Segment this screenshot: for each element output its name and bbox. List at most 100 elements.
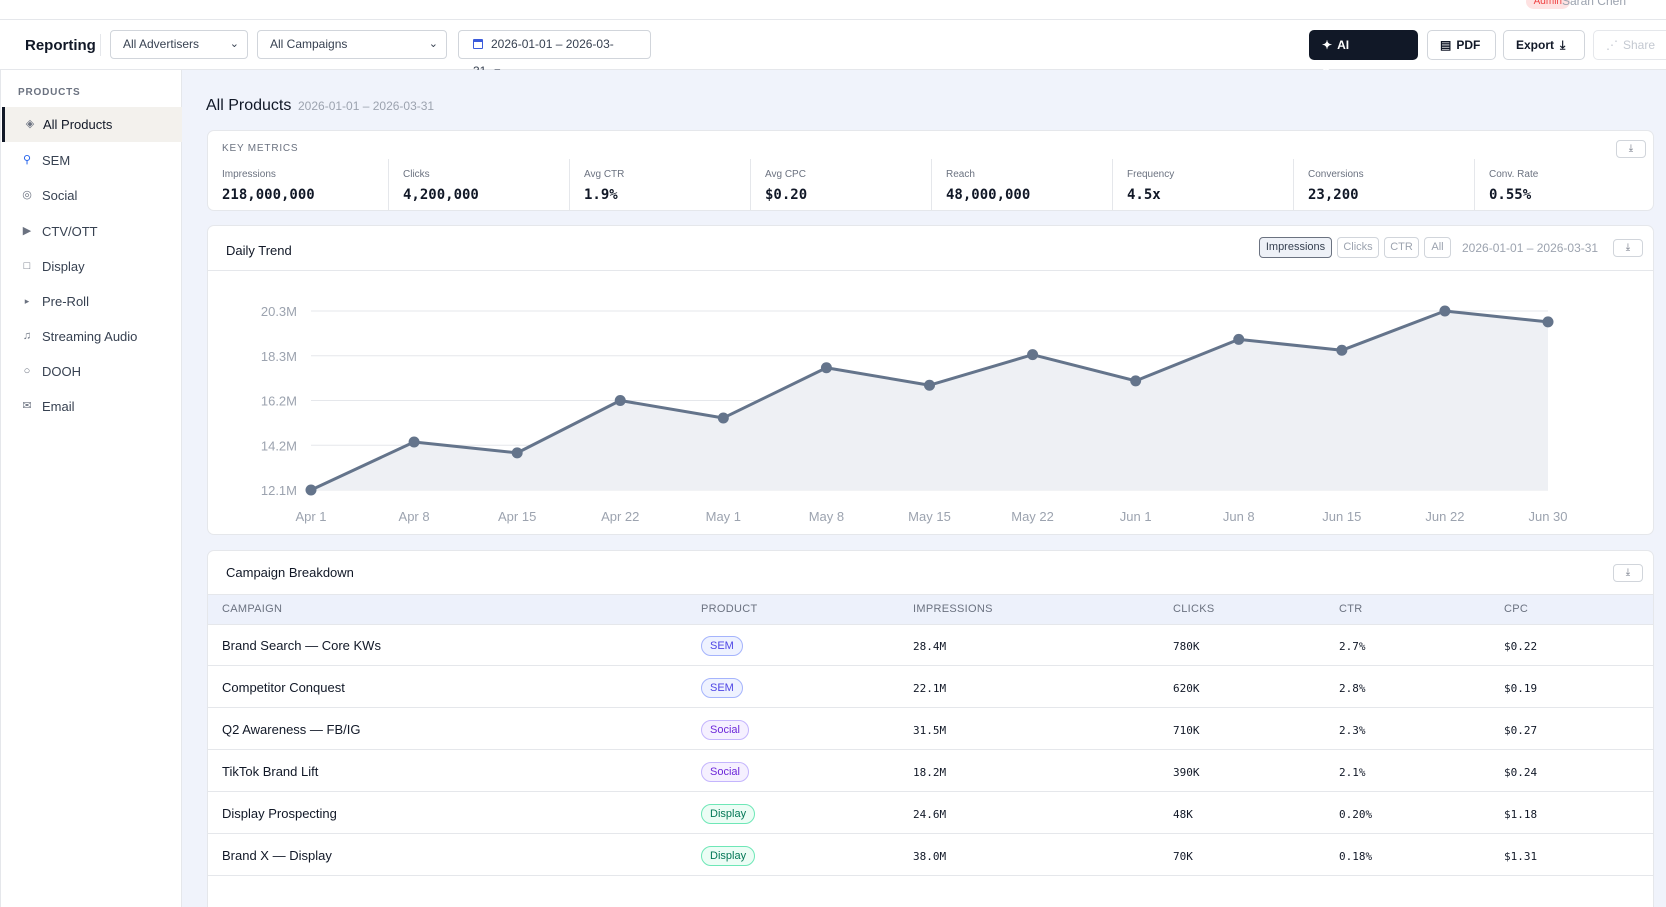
download-trend-button[interactable]: ⤓: [1613, 239, 1643, 257]
download-metrics-button[interactable]: ⤓: [1616, 140, 1646, 158]
column-header-clicks[interactable]: CLICKS: [1173, 603, 1215, 615]
metric-avg-cpc: Avg CPC $0.20: [751, 159, 932, 211]
x-tick-label: Jun 22: [1425, 509, 1464, 524]
sidebar-item-email[interactable]: ✉ Email: [2, 389, 182, 424]
download-icon: ⤓: [1628, 143, 1634, 154]
cell-campaign: Q2 Awareness — FB/IG: [222, 722, 361, 737]
series-area: [311, 311, 1548, 490]
sidebar-item-pre-roll[interactable]: ▸ Pre-Roll: [2, 284, 182, 319]
role-badge: Admin: [1525, 0, 1570, 9]
x-tick-label: May 1: [706, 509, 741, 524]
advertiser-select-value: All Advertisers: [123, 37, 200, 51]
table-row[interactable]: TikTok Brand Lift 18.2M 390K 2.1% $0.24 Socia…: [208, 752, 1653, 792]
download-icon: ⤓: [1560, 38, 1566, 52]
cell-impressions: 28.4M: [913, 640, 947, 653]
x-tick-label: May 8: [809, 509, 844, 524]
metric-value: 0.55%: [1489, 187, 1532, 203]
display-icon: □: [23, 260, 31, 272]
sidebar-item-all-products[interactable]: ◈ All Products: [2, 107, 182, 142]
calendar-icon: [473, 39, 483, 49]
chevron-down-icon: ⌄: [229, 38, 239, 50]
metric-value: 48,000,000: [946, 187, 1031, 203]
table-row[interactable]: Brand Search — Core KWs 28.4M 780K 2.7% $0.2…: [208, 626, 1653, 666]
column-header-ctr[interactable]: CTR: [1339, 603, 1363, 615]
data-point: [717, 412, 729, 424]
toggle-all[interactable]: All: [1424, 237, 1451, 258]
metric-avg-ctr: Avg CTR 1.9%: [570, 159, 751, 211]
sidebar-item-streaming-audio[interactable]: ♫ Streaming Audio: [2, 319, 182, 354]
y-tick-label: 20.3M: [261, 304, 297, 319]
sidebar-item-ctv-ott[interactable]: ▶ CTV/OTT: [2, 214, 182, 249]
cell-cpc: $1.31: [1504, 850, 1538, 863]
cell-clicks: 70K: [1173, 850, 1193, 863]
toggle-clicks[interactable]: Clicks: [1337, 237, 1379, 258]
sidebar-item-label: CTV/OTT: [42, 224, 98, 239]
export-label: Export: [1516, 38, 1555, 52]
x-tick-label: May 22: [1011, 509, 1054, 524]
download-icon: ⤓: [1625, 567, 1631, 578]
share-button[interactable]: ⋰ Share: [1593, 30, 1666, 60]
cell-ctr: 2.7%: [1339, 640, 1366, 653]
data-point: [1233, 333, 1245, 345]
share-label: Share: [1623, 38, 1656, 52]
cell-ctr: 0.20%: [1339, 808, 1373, 821]
data-point: [511, 447, 523, 459]
sidebar-item-sem[interactable]: ⚲ SEM: [2, 143, 182, 178]
cell-clicks: 48K: [1173, 808, 1193, 821]
table-row[interactable]: Brand X — Display 38.0M 70K 0.18% $1.31 Displ…: [208, 836, 1653, 876]
download-icon: ⤓: [1625, 242, 1631, 253]
sidebar-item-display[interactable]: □ Display: [2, 249, 182, 284]
sidebar-item-dooh[interactable]: ○ DOOH: [2, 354, 182, 389]
table-row[interactable]: Display Prospecting 24.6M 48K 0.20% $1.18 Dis…: [208, 794, 1653, 834]
toolbar: Reporting All Advertisers ⌄ All Campaign…: [0, 20, 1666, 80]
cell-ctr: 0.18%: [1339, 850, 1373, 863]
product-badge: Display: [701, 846, 756, 866]
sidebar-item-label: Streaming Audio: [42, 329, 138, 344]
column-header-product[interactable]: PRODUCT: [701, 603, 758, 615]
table-row[interactable]: Q2 Awareness — FB/IG 31.5M 710K 2.3% $0.27 So…: [208, 710, 1653, 750]
circle-icon: ○: [23, 365, 31, 377]
trend-divider: [208, 270, 1653, 271]
cell-cpc: $0.19: [1504, 682, 1538, 695]
column-header-impressions[interactable]: IMPRESSIONS: [913, 603, 993, 615]
metric-value: 1.9%: [584, 187, 618, 203]
sidebar-item-social[interactable]: ◎ Social: [2, 178, 182, 213]
campaign-select[interactable]: All Campaigns ⌄: [257, 30, 447, 59]
metric-impressions: Impressions 218,000,000: [208, 159, 389, 211]
pdf-button[interactable]: ▤ PDF: [1427, 30, 1496, 60]
sidebar: PRODUCTS ◈ All Products ⚲ SEM ◎ Social ▶ CTV…: [0, 70, 182, 907]
toggle-impressions[interactable]: Impressions: [1259, 237, 1332, 258]
user-name[interactable]: Sarah Chen: [1561, 0, 1626, 8]
export-button[interactable]: Export ⤓: [1503, 30, 1585, 60]
cell-ctr: 2.3%: [1339, 724, 1366, 737]
column-header-cpc[interactable]: CPC: [1504, 603, 1529, 615]
campaign-select-value: All Campaigns: [270, 37, 348, 51]
search-icon: ⚲: [22, 154, 32, 166]
product-badge: Social: [701, 720, 749, 740]
cell-campaign: TikTok Brand Lift: [222, 764, 319, 779]
download-breakdown-button[interactable]: ⤓: [1613, 564, 1643, 582]
advertiser-select[interactable]: All Advertisers ⌄: [110, 30, 248, 59]
cell-ctr: 2.8%: [1339, 682, 1366, 695]
column-header-campaign[interactable]: CAMPAIGN: [222, 603, 283, 615]
cell-impressions: 38.0M: [913, 850, 947, 863]
cell-clicks: 620K: [1173, 682, 1200, 695]
metric-value: 4.5x: [1127, 187, 1161, 203]
x-tick-label: May 15: [908, 509, 951, 524]
diamond-icon: ◈: [25, 118, 35, 130]
main-content: All Products 2026-01-01 – 2026-03-31 KEY…: [182, 70, 1666, 907]
campaign-breakdown-card: Campaign Breakdown ⤓ CAMPAIGN PRODUCT IM…: [207, 550, 1654, 907]
cell-impressions: 31.5M: [913, 724, 947, 737]
toggle-ctr[interactable]: CTR: [1384, 237, 1419, 258]
toolbar-divider: [100, 34, 101, 56]
metric-clicks: Clicks 4,200,000: [389, 159, 570, 211]
sidebar-item-label: Display: [42, 259, 85, 274]
mail-icon: ✉: [22, 400, 32, 412]
data-point: [1130, 375, 1142, 387]
ai-summary-button[interactable]: ✦AI Summary: [1309, 30, 1418, 80]
sidebar-item-label: Pre-Roll: [42, 294, 89, 309]
cell-cpc: $0.24: [1504, 766, 1538, 779]
metric-label: Avg CPC: [765, 169, 806, 180]
table-row[interactable]: Competitor Conquest 22.1M 620K 2.8% $0.19 SEM: [208, 668, 1653, 708]
date-range-picker[interactable]: 2026-01-01 – 2026-03-31▼: [458, 30, 651, 78]
